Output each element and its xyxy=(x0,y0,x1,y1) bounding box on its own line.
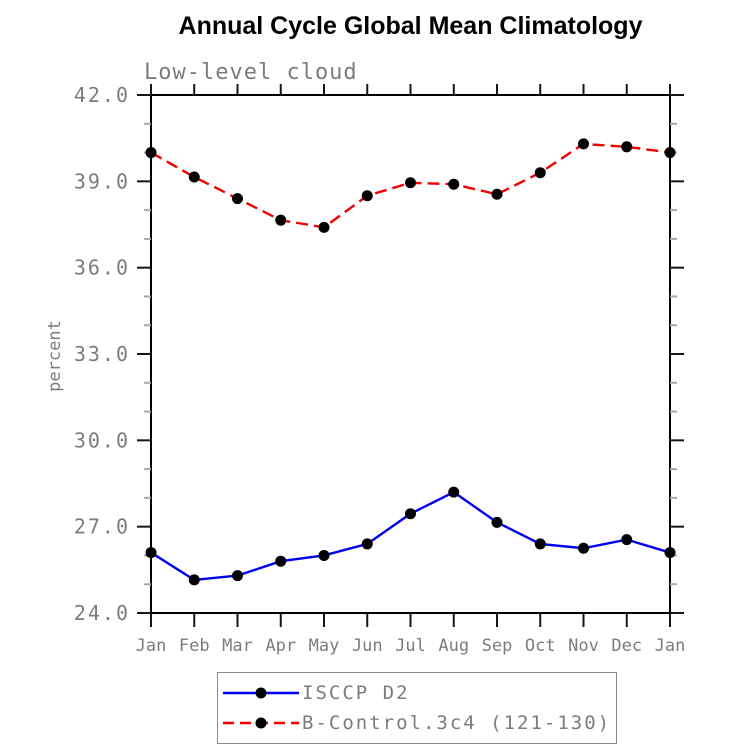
y-tick-label: 24.0 xyxy=(74,601,130,625)
y-tick-label: 27.0 xyxy=(74,515,130,539)
data-point xyxy=(361,538,373,550)
legend-item-isccp: ISCCP D2 xyxy=(222,682,616,704)
y-tick-label: 30.0 xyxy=(74,428,130,452)
legend: ISCCP D2 B-Control.3c4 (121-130) xyxy=(217,672,617,744)
legend-label-isccp: ISCCP D2 xyxy=(302,681,410,704)
x-tick-label: Mar xyxy=(222,636,253,656)
axis-frame xyxy=(150,94,671,614)
data-point xyxy=(534,538,546,550)
data-point xyxy=(491,188,503,200)
series-line-0 xyxy=(150,490,671,582)
data-point xyxy=(361,190,373,202)
plot-area: 24.0 27.0 30.0 33.0 36.0 39.0 42.0 Jan Feb Mar Apr… xyxy=(74,83,686,656)
data-point xyxy=(578,542,589,554)
data-point xyxy=(664,147,676,159)
x-tick-label: Apr xyxy=(265,636,296,656)
data-point xyxy=(448,178,460,190)
x-tick-label: Jan xyxy=(655,636,686,656)
x-tick-label: Nov xyxy=(568,636,599,656)
y-tick-label: 33.0 xyxy=(74,342,130,366)
data-point xyxy=(578,138,589,150)
data-point xyxy=(232,570,243,582)
y-tick-label: 39.0 xyxy=(74,169,130,193)
legend-label-bcontrol: B-Control.3c4 (121-130) xyxy=(302,712,612,735)
x-tick-label: Feb xyxy=(179,636,210,656)
data-point xyxy=(664,547,676,559)
y-tick-label: 36.0 xyxy=(74,256,130,280)
legend-item-bcontrol: B-Control.3c4 (121-130) xyxy=(222,712,616,734)
y-tick-label: 42.0 xyxy=(74,83,130,107)
x-tick-label: Jun xyxy=(352,636,383,656)
data-point xyxy=(188,171,200,183)
data-point xyxy=(318,221,330,233)
data-point xyxy=(145,147,157,159)
data-point xyxy=(491,516,503,528)
legend-marker-icon xyxy=(255,717,267,729)
data-point xyxy=(534,167,546,179)
legend-swatch-bcontrol xyxy=(223,717,299,729)
data-point xyxy=(145,547,157,559)
legend-swatch-isccp xyxy=(223,687,299,699)
data-point xyxy=(275,214,287,226)
x-tick-label: Aug xyxy=(438,636,469,656)
data-point xyxy=(448,486,460,498)
legend-marker-icon xyxy=(255,687,267,699)
data-point xyxy=(405,177,416,189)
chart-subtitle: Low-level cloud xyxy=(144,60,358,85)
data-point xyxy=(318,549,330,561)
data-point xyxy=(275,555,287,567)
chart-title: Annual Cycle Global Mean Climatology xyxy=(178,12,643,40)
x-tick-label: Oct xyxy=(525,636,556,656)
x-tick-label: Jan xyxy=(136,636,167,656)
data-point xyxy=(232,193,243,205)
data-point xyxy=(405,508,416,520)
x-tick-label: Jul xyxy=(395,636,426,656)
x-tick-label: Sep xyxy=(482,636,513,656)
data-point xyxy=(621,534,633,546)
data-point xyxy=(188,574,200,586)
x-tick-label: Dec xyxy=(611,636,642,656)
data-point xyxy=(621,141,633,153)
x-tick-label: May xyxy=(309,636,340,656)
